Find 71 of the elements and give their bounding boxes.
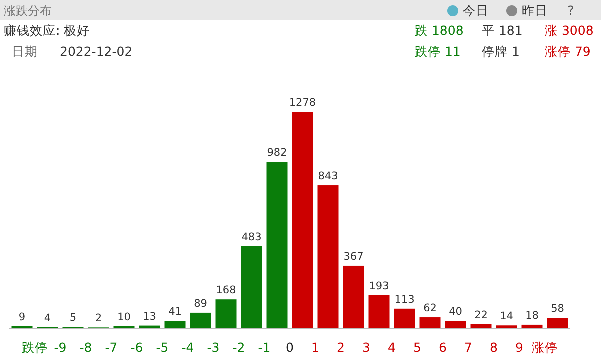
data-label: 13 bbox=[143, 310, 156, 323]
chart-title: 涨跌分布 bbox=[4, 4, 52, 18]
bar bbox=[241, 246, 262, 328]
data-label: 62 bbox=[424, 302, 437, 315]
data-label: 10 bbox=[118, 311, 131, 324]
data-label: 982 bbox=[267, 147, 288, 160]
bar bbox=[470, 324, 492, 328]
data-label: 22 bbox=[474, 309, 488, 322]
bar bbox=[394, 308, 416, 328]
x-tick-label: -3 bbox=[207, 340, 220, 355]
x-tick-label: 7 bbox=[464, 340, 472, 355]
data-label: 89 bbox=[194, 298, 208, 310]
x-tick-label: -4 bbox=[182, 340, 194, 355]
text: 日期 bbox=[12, 44, 38, 59]
x-tick-label: 跌停 bbox=[22, 340, 48, 355]
data-label: 1278 bbox=[289, 97, 316, 109]
data-label: 14 bbox=[500, 310, 514, 323]
text: 涨 3008 bbox=[545, 23, 594, 38]
data-label: 168 bbox=[216, 284, 236, 297]
data-label: 367 bbox=[344, 250, 364, 263]
data-label: 4 bbox=[44, 312, 52, 324]
x-tick-label: 5 bbox=[414, 340, 422, 355]
data-label: 2 bbox=[95, 312, 102, 325]
x-tick-label: -6 bbox=[130, 340, 144, 355]
bar bbox=[164, 321, 186, 328]
bar bbox=[547, 318, 568, 328]
bar bbox=[368, 295, 390, 328]
data-label: 40 bbox=[449, 306, 462, 318]
bar bbox=[420, 318, 441, 328]
data-label: 41 bbox=[168, 306, 182, 318]
x-tick-label: -9 bbox=[54, 340, 67, 355]
x-tick-label: 0 bbox=[286, 340, 294, 355]
bar bbox=[266, 162, 288, 328]
data-label: 58 bbox=[551, 303, 564, 316]
x-tick-label: 涨停 bbox=[532, 340, 558, 355]
x-tick-label: 4 bbox=[388, 340, 396, 355]
bar bbox=[216, 300, 237, 328]
data-label: 18 bbox=[526, 310, 539, 322]
x-tick-label: 2 bbox=[337, 340, 345, 355]
text: 平 181 bbox=[482, 23, 523, 38]
text: 赚钱效应: 极好 bbox=[4, 23, 90, 38]
x-tick-label: 1 bbox=[312, 340, 320, 355]
text: 昨日 bbox=[522, 3, 548, 18]
x-tick-label: 3 bbox=[362, 340, 370, 355]
data-label: 843 bbox=[318, 170, 338, 183]
text: 2022-12-02 bbox=[60, 44, 133, 59]
data-label: 113 bbox=[394, 294, 415, 306]
x-tick-label: -1 bbox=[258, 340, 271, 355]
bar bbox=[343, 266, 364, 328]
bar bbox=[318, 186, 339, 328]
x-tick-label: 9 bbox=[516, 340, 524, 355]
data-label: 193 bbox=[369, 280, 390, 292]
x-tick-label: -7 bbox=[105, 340, 118, 355]
data-label: 483 bbox=[242, 231, 262, 244]
text: 跌停 11 bbox=[415, 44, 461, 59]
data-label: 9 bbox=[18, 311, 26, 324]
bar bbox=[292, 112, 314, 328]
x-tick-label: -8 bbox=[80, 340, 92, 355]
text: 今日 bbox=[463, 3, 489, 18]
text: 涨停 79 bbox=[545, 44, 591, 59]
bar bbox=[522, 324, 543, 328]
data-label: 5 bbox=[70, 312, 77, 324]
x-tick-label: -2 bbox=[232, 340, 246, 355]
x-tick-label: 6 bbox=[439, 340, 448, 355]
text: 停牌 1 bbox=[482, 44, 520, 59]
bar bbox=[445, 321, 466, 328]
x-tick-label: -5 bbox=[156, 340, 169, 355]
text: 跌 1808 bbox=[415, 23, 464, 38]
bar bbox=[190, 312, 212, 328]
text: ? bbox=[568, 3, 574, 18]
x-tick-label: 8 bbox=[490, 340, 498, 355]
